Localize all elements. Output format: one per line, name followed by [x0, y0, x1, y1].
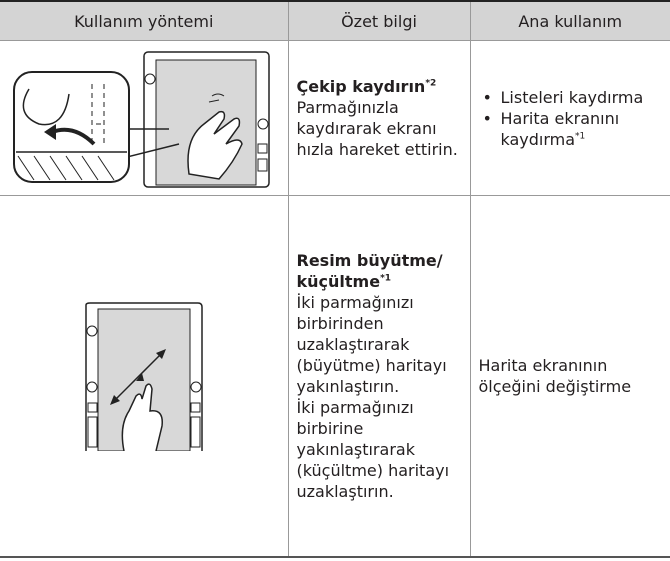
- note-mark: *1: [380, 273, 392, 284]
- usage-item: Harita ekranını kaydırma*1: [483, 108, 663, 150]
- gesture-title: Resim büyütme/ küçültme: [296, 250, 443, 291]
- header-row: Kullanım yöntemi Özet bilgi Ana kullanım: [0, 0, 670, 41]
- summary-cell: Çekip kaydırın*2 Parmağınızla kaydırarak…: [287, 40, 470, 196]
- description: İki parmağınızı birbirine yakınlaştırara…: [296, 397, 450, 501]
- header-cell: Özet bilgi: [287, 0, 470, 41]
- header-cell: Ana kullanım: [469, 0, 670, 41]
- pinch-illustration: [85, 302, 203, 451]
- gesture-title: Çekip kaydırın: [296, 77, 426, 96]
- usage-text: Harita ekranının ölçeğini değiştirme: [478, 355, 632, 396]
- usage-cell: Listeleri kaydırma Harita ekranını kaydı…: [469, 40, 670, 196]
- header-cell: Kullanım yöntemi: [0, 0, 288, 41]
- description: Parmağınızla kaydırarak ekranı hızla har…: [296, 98, 458, 159]
- usage-text: Listeleri kaydırma: [500, 87, 644, 107]
- flick-illustration: [12, 51, 270, 188]
- usage-list: Listeleri kaydırma Harita ekranını kaydı…: [479, 87, 663, 150]
- description: İki parmağınızı birbirinden uzaklaştırar…: [296, 292, 447, 396]
- usage-cell: Harita ekranının ölçeğini değiştirme: [469, 195, 670, 558]
- row: Çekip kaydırın*2 Parmağınızla kaydırarak…: [0, 40, 670, 196]
- usage-text: Harita ekranını kaydırma: [500, 108, 620, 149]
- row: Resim büyütme/ küçültme*1 İki parmağınız…: [0, 195, 670, 558]
- usage-item: Listeleri kaydırma: [483, 87, 663, 108]
- illustration-cell: [0, 40, 288, 196]
- illustration-cell: [0, 195, 288, 558]
- note-mark: *1: [575, 131, 586, 142]
- summary-cell: Resim büyütme/ küçültme*1 İki parmağınız…: [287, 195, 470, 558]
- note-mark: *2: [425, 78, 437, 89]
